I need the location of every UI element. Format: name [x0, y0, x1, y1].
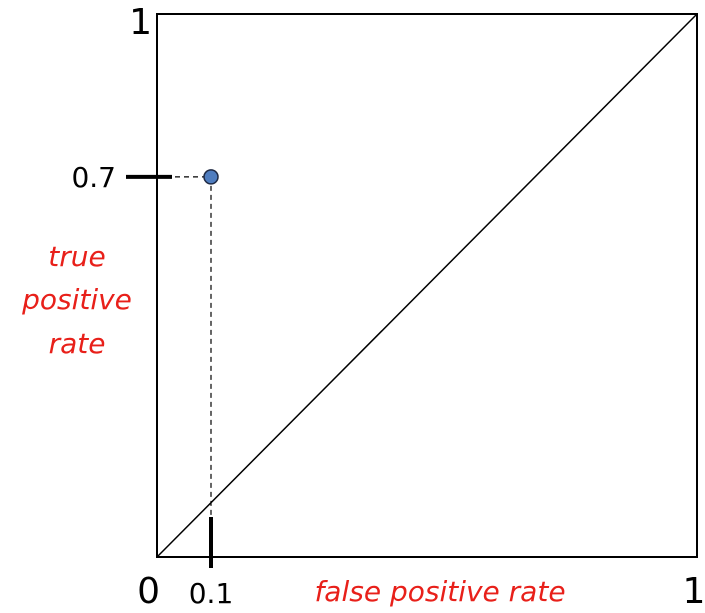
data-point — [203, 169, 219, 185]
x-tick-label-0: 0 — [137, 571, 160, 612]
y-axis-label-line-1: true — [48, 240, 105, 273]
x-tick-label-1: 1 — [683, 571, 705, 612]
y-tick-label-1: 1 — [129, 2, 152, 43]
plot-frame — [156, 13, 698, 558]
y-axis-label-line-3: rate — [49, 327, 106, 360]
x-tick-label-0-1: 0.1 — [189, 577, 234, 610]
y-axis-label-line-2: positive — [21, 283, 132, 316]
y-tick-label-0-7: 0.7 — [71, 161, 116, 194]
x-axis-label: false positive rate — [314, 575, 565, 608]
diagonal-reference-line — [156, 13, 698, 558]
